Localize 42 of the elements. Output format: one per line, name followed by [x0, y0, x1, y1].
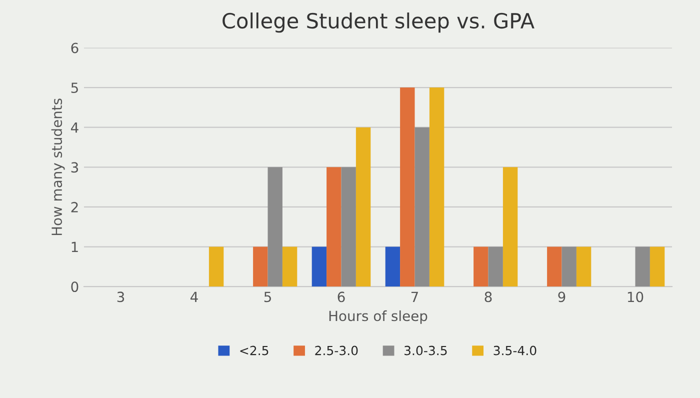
bar: [253, 246, 268, 287]
x-tick-label: 8: [484, 292, 492, 302]
x-tick-label: 6: [338, 292, 345, 302]
bar: [341, 167, 356, 287]
x-tick-label: 3: [117, 292, 124, 302]
bar: [562, 246, 576, 287]
bar: [576, 246, 592, 287]
bar: [547, 246, 562, 287]
bar: [312, 246, 327, 287]
bar: [635, 246, 650, 287]
y-tick-label: 5: [71, 82, 78, 94]
legend-label: 3.0-3.5: [404, 346, 447, 356]
bar: [488, 246, 503, 287]
x-tick-label: 7: [411, 292, 418, 302]
x-tick-label: 10: [628, 292, 644, 302]
y-tick-label: 0: [71, 282, 78, 292]
bar: [414, 127, 430, 287]
bar: [400, 88, 415, 287]
x-axis-title: Hours of sleep: [329, 310, 428, 324]
y-tick-label: 4: [70, 122, 78, 133]
legend-label: 2.5-3.0: [315, 346, 358, 356]
bar: [326, 167, 342, 287]
y-tick-label: 2: [71, 202, 78, 212]
x-tick-label: 9: [558, 292, 566, 302]
chart-title: College Student sleep vs. GPA: [222, 12, 534, 33]
x-tick-label: 5: [264, 292, 271, 302]
bar: [208, 246, 224, 287]
bar: [502, 167, 518, 287]
bar: [650, 246, 665, 287]
bar: [429, 88, 444, 287]
bar: [474, 246, 488, 287]
legend-label: <2.5: [240, 346, 268, 356]
y-tick-label: 6: [71, 42, 78, 54]
bar: [356, 127, 371, 287]
y-axis-title: How many students: [51, 98, 65, 236]
bar: [282, 246, 298, 287]
y-tick-label: 1: [72, 242, 78, 252]
bar: [268, 167, 282, 287]
bar: [385, 246, 400, 287]
y-tick-label: 3: [71, 162, 78, 173]
x-tick-label: 4: [190, 292, 198, 302]
legend-label: 3.5-4.0: [494, 346, 536, 356]
